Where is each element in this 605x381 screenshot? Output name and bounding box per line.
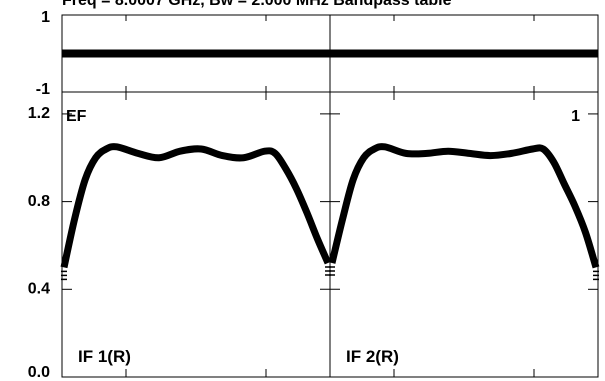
amp-y-tick-label: 1.2 — [28, 105, 50, 122]
amp-y-tick-label: 0.0 — [28, 364, 50, 381]
subplot-label: IF 2(R) — [346, 347, 399, 366]
amp-series-line — [60, 143, 332, 269]
phase-y-tick-label: -1 — [36, 81, 50, 98]
amp-y-tick-label: 0.8 — [28, 193, 50, 210]
phase-y-tick-label: 1 — [41, 9, 50, 26]
subplot-label: IF 1(R) — [78, 347, 131, 366]
amp-series-line — [328, 143, 600, 269]
panel-annotation-left: EF — [66, 108, 87, 125]
panel-annotation-right: 1 — [571, 108, 580, 125]
chart-title: Freq = 8.0007 GHz, Bw = 2.000 MHz Bandpa… — [62, 0, 452, 9]
amp-y-tick-label: 0.4 — [28, 281, 50, 298]
